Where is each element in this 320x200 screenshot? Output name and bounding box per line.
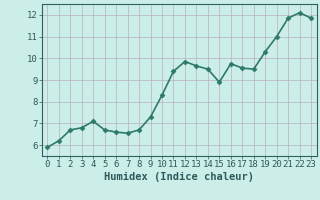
X-axis label: Humidex (Indice chaleur): Humidex (Indice chaleur) [104, 172, 254, 182]
